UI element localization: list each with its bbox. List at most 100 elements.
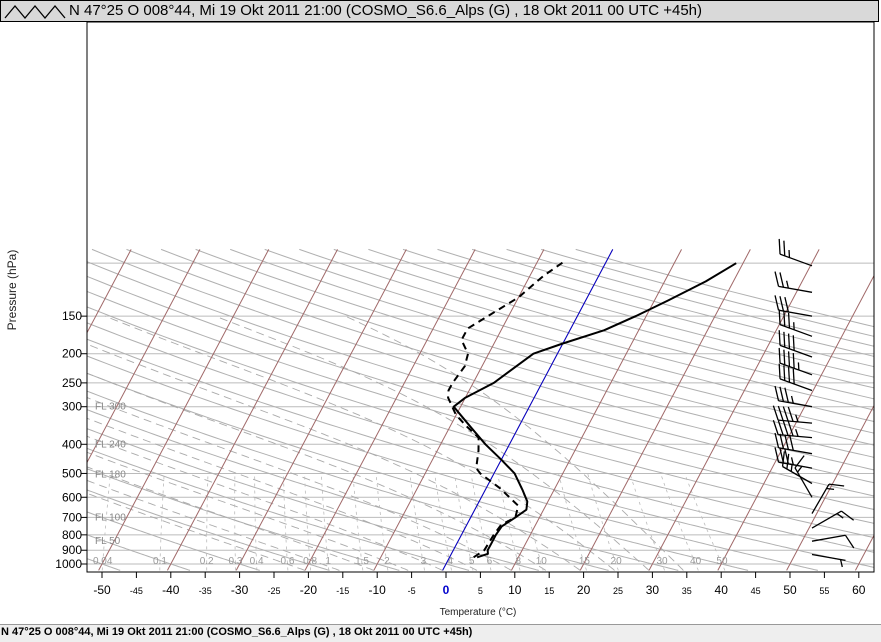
dry-adiabat-line xyxy=(541,248,874,337)
x-tick-label: 15 xyxy=(544,586,554,596)
wind-barb-feather xyxy=(779,296,785,312)
wind-barb-half-feather xyxy=(836,513,844,519)
wind-barb-half-feather xyxy=(826,487,835,491)
x-tick-label: -15 xyxy=(336,586,349,596)
wind-barb xyxy=(774,295,813,317)
wind-barb xyxy=(811,553,846,568)
x-tick-label: 35 xyxy=(682,586,692,596)
wind-barb-feather xyxy=(778,363,781,379)
mixing-ratio-label: 0.1 xyxy=(153,556,167,567)
wind-barbs xyxy=(772,238,855,568)
skewt-chart: 0.04 0.1 0.2 0.3 0.4 0.6 0.8 1 1.5 2 3 4 5 6 8 10 15 20 30… xyxy=(5,21,875,618)
moist-adiabat-line xyxy=(87,492,306,571)
wind-barb-feather xyxy=(792,335,795,351)
wind-barb xyxy=(774,432,813,455)
x-tick-label: 60 xyxy=(852,583,866,597)
wind-barb-feather xyxy=(782,420,789,436)
mixing-ratio-line xyxy=(558,473,587,571)
wind-barb-shaft xyxy=(811,483,830,514)
wind-barb-shaft xyxy=(811,553,846,562)
mixing-ratio-label: 50 xyxy=(716,556,728,567)
y-tick-label: 800 xyxy=(62,528,82,542)
wind-barb-half-feather xyxy=(797,362,800,371)
flight-level-label: FL 300 xyxy=(95,402,126,413)
isotherm-line xyxy=(304,249,476,571)
mixing-ratio-label: 1.5 xyxy=(355,556,369,567)
wind-barb-shaft xyxy=(778,433,813,439)
wind-barb-shaft xyxy=(779,324,813,337)
y-tick-label: 900 xyxy=(62,543,82,557)
flight-level-label: FL 180 xyxy=(95,470,126,481)
dry-adiabat-line xyxy=(299,248,874,411)
wind-barb-feather xyxy=(787,406,794,422)
mixing-ratio-line xyxy=(684,473,726,571)
diagram-grid xyxy=(87,248,874,571)
mixing-ratio-label: 2 xyxy=(384,556,390,567)
wind-barb-shaft xyxy=(778,419,813,424)
x-tick-label: -45 xyxy=(130,586,143,596)
x-tick-label: 25 xyxy=(613,586,623,596)
flight-level-label: FL 240 xyxy=(95,439,126,450)
isotherm-line xyxy=(648,249,820,571)
wind-barb-feather xyxy=(779,386,785,402)
x-tick-label: 50 xyxy=(783,583,797,597)
dry-adiabat-line xyxy=(87,428,539,571)
dry-adiabat-line xyxy=(126,248,874,471)
mixing-ratio-label: 1 xyxy=(325,556,331,567)
wind-barb-shaft xyxy=(778,400,813,408)
wind-barb-shaft xyxy=(811,534,846,542)
x-tick-label: -5 xyxy=(408,586,416,596)
wind-barb-feather xyxy=(774,295,780,311)
dry-adiabat-line xyxy=(195,248,874,446)
y-tick-label: 200 xyxy=(62,347,82,361)
plot-frame xyxy=(86,21,875,573)
mixing-ratio-label: 20 xyxy=(611,556,623,567)
wind-barb-feather xyxy=(774,447,780,463)
wind-barb-half-feather xyxy=(788,249,791,258)
dry-adiabat-line xyxy=(368,248,874,389)
dry-adiabat-line xyxy=(230,248,874,434)
wind-barb-feather xyxy=(777,420,784,436)
dry-adiabat-line xyxy=(87,355,819,571)
wind-barb-feather xyxy=(777,405,784,421)
moist-adiabat-line xyxy=(87,466,374,571)
wind-barb xyxy=(778,363,813,392)
mixing-ratio-label: 15 xyxy=(579,556,591,567)
flight-level-label: FL 50 xyxy=(95,536,121,547)
mixing-ratio-line xyxy=(660,473,699,571)
wind-barb-feather xyxy=(783,311,786,327)
wind-barb-shaft xyxy=(778,447,813,455)
x-tick-label: 30 xyxy=(646,583,660,597)
wind-barb-feather xyxy=(774,271,780,287)
y-tick-label: 600 xyxy=(62,490,82,504)
wind-barb xyxy=(811,534,855,549)
moist-adiabat-line xyxy=(87,397,512,571)
wind-barb-feather xyxy=(781,451,786,467)
dry-adiabat-line xyxy=(87,306,874,539)
wind-barb-half-feather xyxy=(790,463,793,472)
mixing-ratio-line xyxy=(629,473,665,571)
zigzag-logo-icon xyxy=(4,4,66,20)
wind-barb-feather xyxy=(786,453,790,470)
wind-barb-half-feather xyxy=(795,428,799,437)
wind-barb xyxy=(774,385,813,408)
y-tick-label: 400 xyxy=(62,437,82,451)
moist-adiabat-line xyxy=(87,417,478,571)
mixing-ratio-label: 0.6 xyxy=(280,556,294,567)
isotherm-line xyxy=(87,249,132,334)
dry-adiabat-line xyxy=(160,248,874,458)
y-tick-label: 250 xyxy=(62,376,82,390)
wind-barb xyxy=(781,451,813,485)
wind-barb-shaft xyxy=(779,344,813,358)
y-axis-label: Pressure (hPa) xyxy=(5,250,19,331)
wind-barb-feather xyxy=(787,367,791,383)
x-tick-label: -35 xyxy=(199,586,212,596)
wind-barb-feather xyxy=(787,312,791,329)
x-tick-label: 5 xyxy=(478,586,483,596)
dry-adiabat-line xyxy=(87,534,191,571)
dry-adiabat-line xyxy=(402,248,874,378)
wind-barb-feather xyxy=(784,296,789,313)
axes: 0.04 0.1 0.2 0.3 0.4 0.6 0.8 1 1.5 2 3 4 5 6 8 10 15 20 30… xyxy=(55,309,865,597)
isotherm-line xyxy=(786,404,874,571)
mixing-ratio-line xyxy=(587,473,619,571)
